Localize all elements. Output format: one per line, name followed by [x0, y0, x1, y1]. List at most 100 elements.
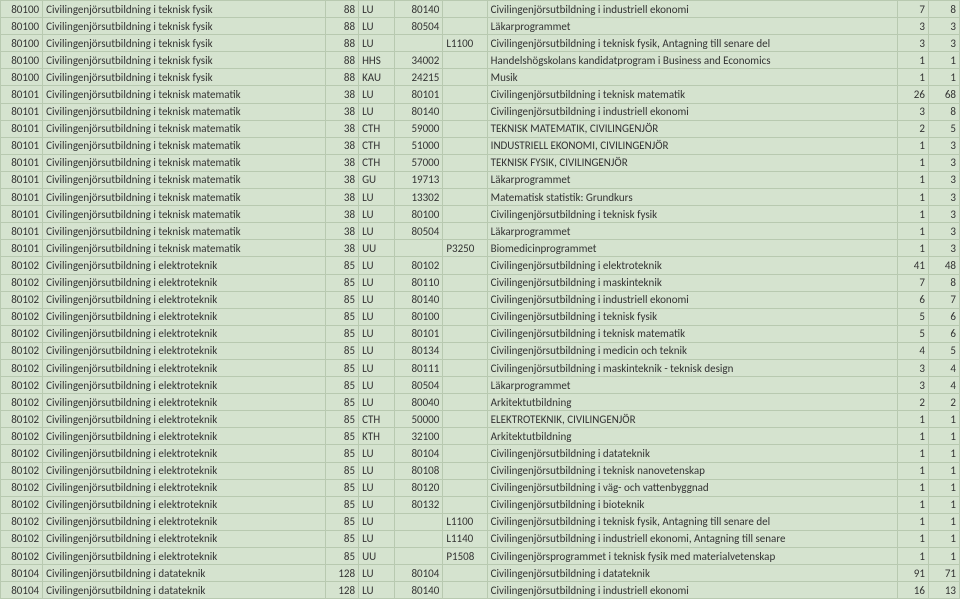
cell: Civilingenjörsutbildning i teknisk fysik — [43, 35, 326, 52]
cell: 5 — [928, 342, 959, 359]
cell — [443, 394, 487, 411]
cell: LU — [359, 394, 394, 411]
cell: 85 — [325, 394, 358, 411]
table-row: 80102Civilingenjörsutbildning i elektrot… — [1, 548, 960, 565]
table-row: 80102Civilingenjörsutbildning i elektrot… — [1, 411, 960, 428]
cell: Civilingenjörsutbildning i elektroteknik — [43, 496, 326, 513]
cell: 1 — [897, 479, 928, 496]
cell: 85 — [325, 291, 358, 308]
cell: 80102 — [1, 496, 43, 513]
cell: 1 — [928, 411, 959, 428]
cell: Civilingenjörsutbildning i elektroteknik — [43, 342, 326, 359]
table-row: 80102Civilingenjörsutbildning i elektrot… — [1, 479, 960, 496]
cell: 6 — [928, 325, 959, 342]
cell: Civilingenjörsutbildning i elektroteknik — [43, 428, 326, 445]
cell: 80111 — [394, 359, 443, 376]
cell: 3 — [897, 359, 928, 376]
table-row: 80102Civilingenjörsutbildning i elektrot… — [1, 291, 960, 308]
table-row: 80101Civilingenjörsutbildning i teknisk … — [1, 120, 960, 137]
cell — [443, 171, 487, 188]
cell: UU — [359, 548, 394, 565]
cell: 85 — [325, 411, 358, 428]
cell: Civilingenjörsutbildning i maskinteknik … — [487, 359, 897, 376]
cell: 3 — [928, 223, 959, 240]
cell: 59000 — [394, 120, 443, 137]
cell: 128 — [325, 582, 358, 599]
cell: 7 — [897, 274, 928, 291]
cell: 80104 — [394, 445, 443, 462]
cell: KAU — [359, 69, 394, 86]
cell: 80102 — [1, 359, 43, 376]
cell: Civilingenjörsutbildning i teknisk nanov… — [487, 462, 897, 479]
cell — [443, 120, 487, 137]
cell: Civilingenjörsutbildning i elektroteknik — [43, 394, 326, 411]
cell: 80100 — [1, 35, 43, 52]
cell: Civilingenjörsutbildning i industriell e… — [487, 582, 897, 599]
cell: 6 — [897, 291, 928, 308]
cell: Civilingenjörsutbildning i elektroteknik — [43, 377, 326, 394]
cell: 88 — [325, 1, 358, 18]
cell: 38 — [325, 154, 358, 171]
cell: 80101 — [1, 154, 43, 171]
cell: 5 — [897, 308, 928, 325]
cell: 32100 — [394, 428, 443, 445]
cell: 80102 — [1, 394, 43, 411]
cell: LU — [359, 223, 394, 240]
table-row: 80102Civilingenjörsutbildning i elektrot… — [1, 274, 960, 291]
cell: LU — [359, 582, 394, 599]
table-row: 80101Civilingenjörsutbildning i teknisk … — [1, 240, 960, 257]
cell: 80102 — [1, 257, 43, 274]
cell: Arkitektutbildning — [487, 394, 897, 411]
cell: 38 — [325, 171, 358, 188]
cell: 1 — [897, 171, 928, 188]
cell: 80102 — [1, 479, 43, 496]
cell: P3250 — [443, 240, 487, 257]
cell: 1 — [928, 513, 959, 530]
cell: 88 — [325, 52, 358, 69]
cell: 3 — [928, 171, 959, 188]
cell — [443, 137, 487, 154]
cell: Arkitektutbildning — [487, 428, 897, 445]
cell — [443, 496, 487, 513]
cell: 1 — [928, 445, 959, 462]
cell: 85 — [325, 496, 358, 513]
cell — [443, 308, 487, 325]
table-row: 80101Civilingenjörsutbildning i teknisk … — [1, 103, 960, 120]
cell: 80101 — [394, 325, 443, 342]
cell: 80140 — [394, 582, 443, 599]
cell — [443, 325, 487, 342]
cell: 80102 — [1, 377, 43, 394]
cell — [443, 189, 487, 206]
cell: 80101 — [1, 189, 43, 206]
cell: 38 — [325, 137, 358, 154]
cell: 85 — [325, 530, 358, 547]
cell: 80140 — [394, 1, 443, 18]
cell: 80101 — [1, 137, 43, 154]
cell: Civilingenjörsutbildning i elektroteknik — [43, 548, 326, 565]
cell: 1 — [928, 428, 959, 445]
cell — [443, 274, 487, 291]
cell: Civilingenjörsutbildning i elektroteknik — [43, 325, 326, 342]
cell — [443, 565, 487, 582]
cell: Civilingenjörsutbildning i datateknik — [43, 582, 326, 599]
cell: 1 — [897, 206, 928, 223]
cell: 88 — [325, 69, 358, 86]
cell: Civilingenjörsutbildning i industriell e… — [487, 103, 897, 120]
cell: 1 — [897, 428, 928, 445]
table-row: 80102Civilingenjörsutbildning i elektrot… — [1, 513, 960, 530]
cell: 1 — [928, 479, 959, 496]
cell: CTH — [359, 120, 394, 137]
cell: Civilingenjörsutbildning i elektroteknik — [43, 308, 326, 325]
cell — [443, 411, 487, 428]
cell: 80101 — [1, 171, 43, 188]
cell: 2 — [897, 394, 928, 411]
cell: 5 — [928, 120, 959, 137]
cell: 80132 — [394, 496, 443, 513]
cell — [443, 69, 487, 86]
cell: Civilingenjörsutbildning i elektroteknik — [43, 291, 326, 308]
cell: 68 — [928, 86, 959, 103]
cell: 80102 — [1, 445, 43, 462]
cell: 128 — [325, 565, 358, 582]
cell: 3 — [897, 377, 928, 394]
cell: LU — [359, 462, 394, 479]
